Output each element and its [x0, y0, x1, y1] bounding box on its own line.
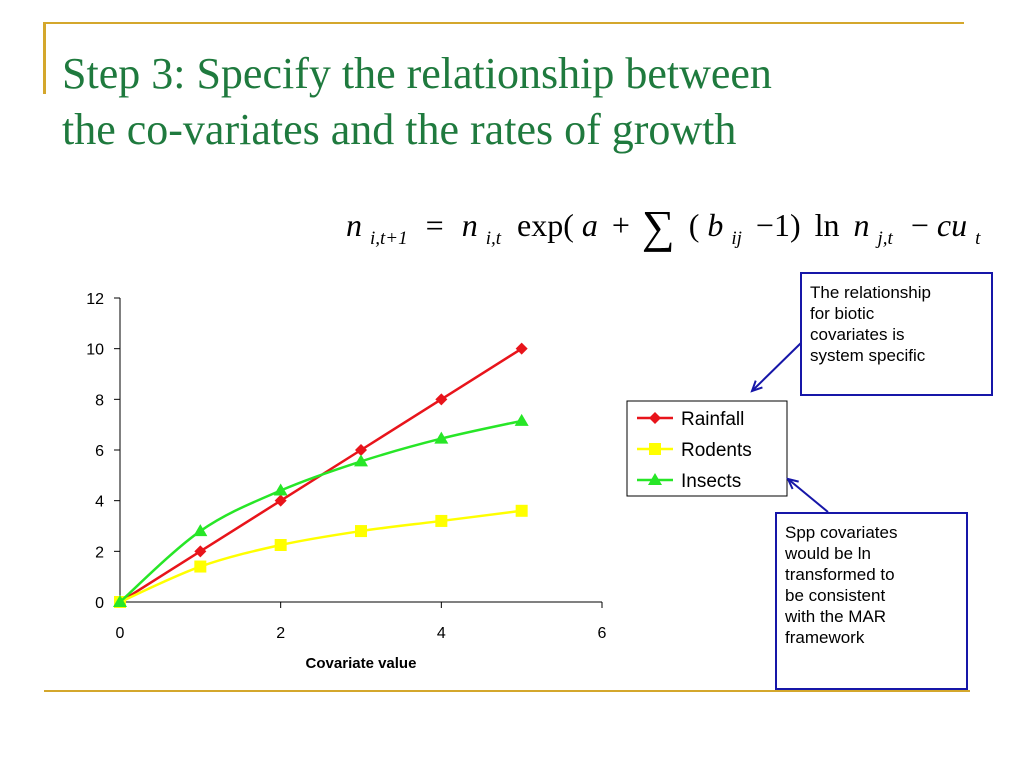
point-rainfall	[355, 444, 367, 456]
series-insects	[113, 413, 529, 607]
eq-lhs-var: n	[346, 207, 362, 243]
eq-b-sub: ij	[731, 228, 742, 249]
x-tick-label: 0	[116, 625, 125, 642]
y-tick-label: 2	[95, 544, 104, 561]
slide-title: Step 3: Specify the relationship between…	[62, 46, 1002, 158]
left-rule	[43, 22, 46, 94]
eq-rhs-var: n	[462, 207, 478, 243]
callout-line: The relationship	[810, 283, 931, 302]
callout-line: Spp covariates	[785, 523, 898, 542]
eq-ln: ln	[815, 207, 840, 243]
x-tick-label: 6	[598, 625, 607, 642]
svg-text:n i,t+1 = n: n i,t+1 = n i,t exp( a + ∑ ( b ij −1) ln…	[346, 201, 990, 252]
arrow-spp	[786, 477, 829, 513]
legend-marker-insects	[648, 473, 662, 485]
point-insects	[273, 483, 288, 496]
eq-nj: n	[854, 207, 870, 243]
point-rodents	[194, 560, 207, 573]
point-rodents	[274, 539, 287, 551]
title-line-2: the co-variates and the rates of growth	[62, 105, 737, 154]
legend-marker-rainfall	[649, 412, 661, 424]
eq-b: b	[707, 207, 723, 243]
eq-minus-one: −1)	[756, 207, 801, 243]
chart-series	[113, 342, 529, 608]
legend-label-rainfall: Rainfall	[681, 409, 744, 430]
callout-line: transformed to	[785, 565, 895, 584]
arrow-head	[750, 380, 763, 393]
point-insects	[113, 595, 127, 607]
point-rodents	[515, 504, 528, 517]
eq-equals: =	[426, 207, 444, 243]
callout-spp-covariates: Spp covariates would be ln transformed to b…	[775, 512, 968, 690]
top-rule	[44, 22, 964, 24]
point-insects	[193, 524, 208, 537]
y-tick-label: 4	[95, 494, 104, 511]
series-line-insects	[119, 419, 522, 603]
point-rainfall	[435, 393, 448, 406]
arrow-shaft	[751, 341, 803, 392]
y-tick-label: 6	[95, 443, 104, 460]
y-tick-label: 0	[95, 595, 104, 612]
y-tick-label: 8	[95, 392, 104, 409]
y-tick-label: 10	[86, 342, 104, 359]
callout-line: covariates is	[810, 325, 905, 344]
callout-line: would be ln	[785, 544, 872, 563]
eq-open: (	[689, 207, 700, 243]
point-insects	[514, 413, 529, 426]
series-line-rodents	[119, 509, 522, 604]
point-rainfall	[194, 545, 207, 558]
eq-sum: ∑	[642, 201, 675, 252]
growth-equation: n i,t+1 = n i,t exp( a + ∑ ( b ij −1) ln…	[346, 201, 990, 252]
point-rainfall	[515, 342, 528, 355]
callout-biotic-covariates: The relationship for biotic covariates is s…	[800, 272, 993, 396]
legend-marker-rodents	[649, 443, 661, 455]
callout-arrows	[750, 341, 829, 513]
arrow-biotic	[750, 341, 803, 393]
chart-legend: Rainfall Rodents Insects	[626, 400, 788, 497]
arrow-head	[786, 477, 799, 490]
eq-plus: +	[612, 207, 630, 243]
point-rainfall	[274, 494, 287, 507]
arrow-shaft	[787, 478, 829, 513]
legend-label-insects: Insects	[681, 471, 741, 492]
point-insects	[434, 431, 449, 444]
point-rodents	[355, 525, 367, 538]
x-tick-label: 2	[276, 625, 285, 642]
x-tick-label: 4	[437, 625, 446, 642]
chart-axes: 0 2 4 6 8 10 12 0 2 4 6 Covariate value	[86, 291, 606, 672]
eq-lhs-sub: i,t+1	[370, 228, 408, 249]
series-rodents	[114, 504, 528, 608]
eq-rhs-sub: i,t	[486, 228, 502, 249]
callout-line: for biotic	[810, 304, 875, 323]
callout-line: be consistent	[785, 586, 886, 605]
point-insects	[354, 454, 368, 467]
eq-exp: exp(	[517, 207, 574, 243]
callout-line: system specific	[810, 346, 926, 365]
title-line-1: Step 3: Specify the relationship between	[62, 49, 772, 98]
eq-minus: −	[911, 207, 929, 243]
legend-label-rodents: Rodents	[681, 440, 752, 461]
eq-nj-sub: j,t	[875, 228, 894, 249]
callout-line: framework	[785, 628, 865, 647]
eq-a: a	[582, 207, 598, 243]
y-tick-label: 12	[86, 291, 104, 308]
eq-t-sub: t	[975, 228, 981, 249]
callout-line: with the MAR	[785, 607, 887, 626]
bottom-rule	[44, 690, 970, 692]
eq-cu: cu	[937, 207, 967, 243]
point-rodents	[435, 514, 448, 527]
x-axis-label: Covariate value	[306, 655, 417, 672]
